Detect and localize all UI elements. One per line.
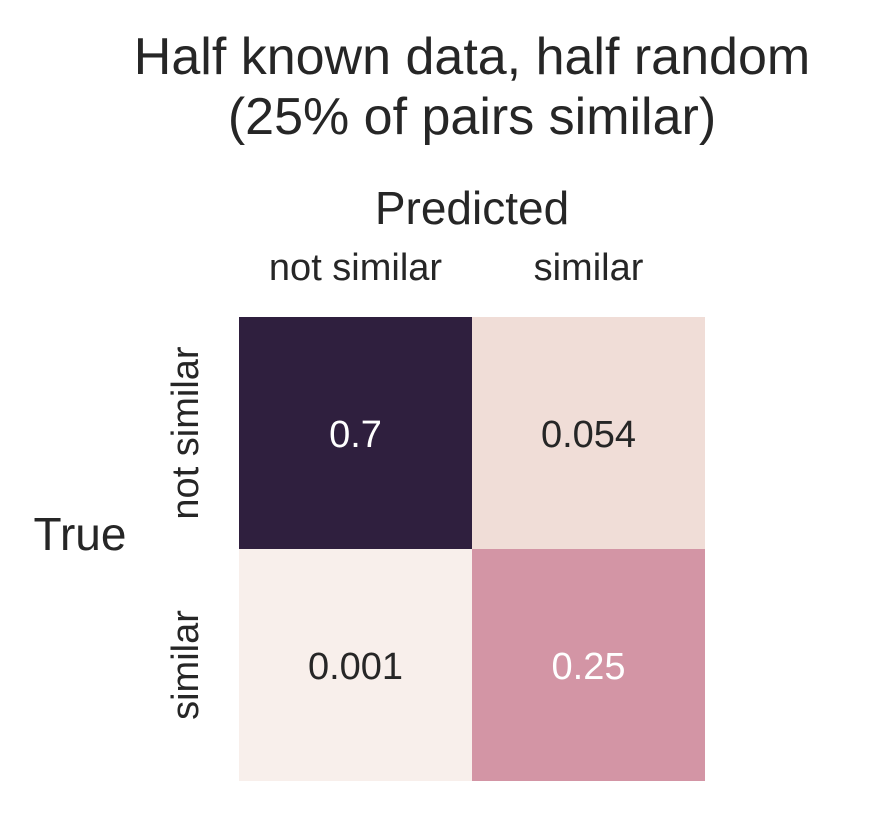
heatmap-cell [472, 549, 705, 781]
y-tick-label: similar [165, 610, 207, 720]
cell-value-label: 0.001 [308, 646, 403, 688]
heatmap-cell [239, 549, 472, 781]
chart-title-line-1: Half known data, half random [134, 28, 810, 86]
heatmap-cell [472, 317, 705, 549]
cell-value-label: 0.7 [329, 414, 382, 456]
y-tick-label: not similar [165, 346, 207, 519]
x-axis-label: Predicted [375, 182, 569, 234]
x-tick-label: not similar [269, 247, 442, 289]
cell-value-label: 0.25 [552, 646, 626, 688]
axis-tick-labels: not similar similar not similar similar [165, 247, 644, 720]
chart-title-line-2: (25% of pairs similar) [228, 88, 716, 146]
y-axis-label: True [34, 508, 127, 560]
heatmap-cells: 0.7 0.054 0.001 0.25 [239, 317, 705, 781]
cell-value-label: 0.054 [541, 414, 636, 456]
x-tick-label: similar [534, 247, 644, 289]
heatmap-cell [239, 317, 472, 549]
